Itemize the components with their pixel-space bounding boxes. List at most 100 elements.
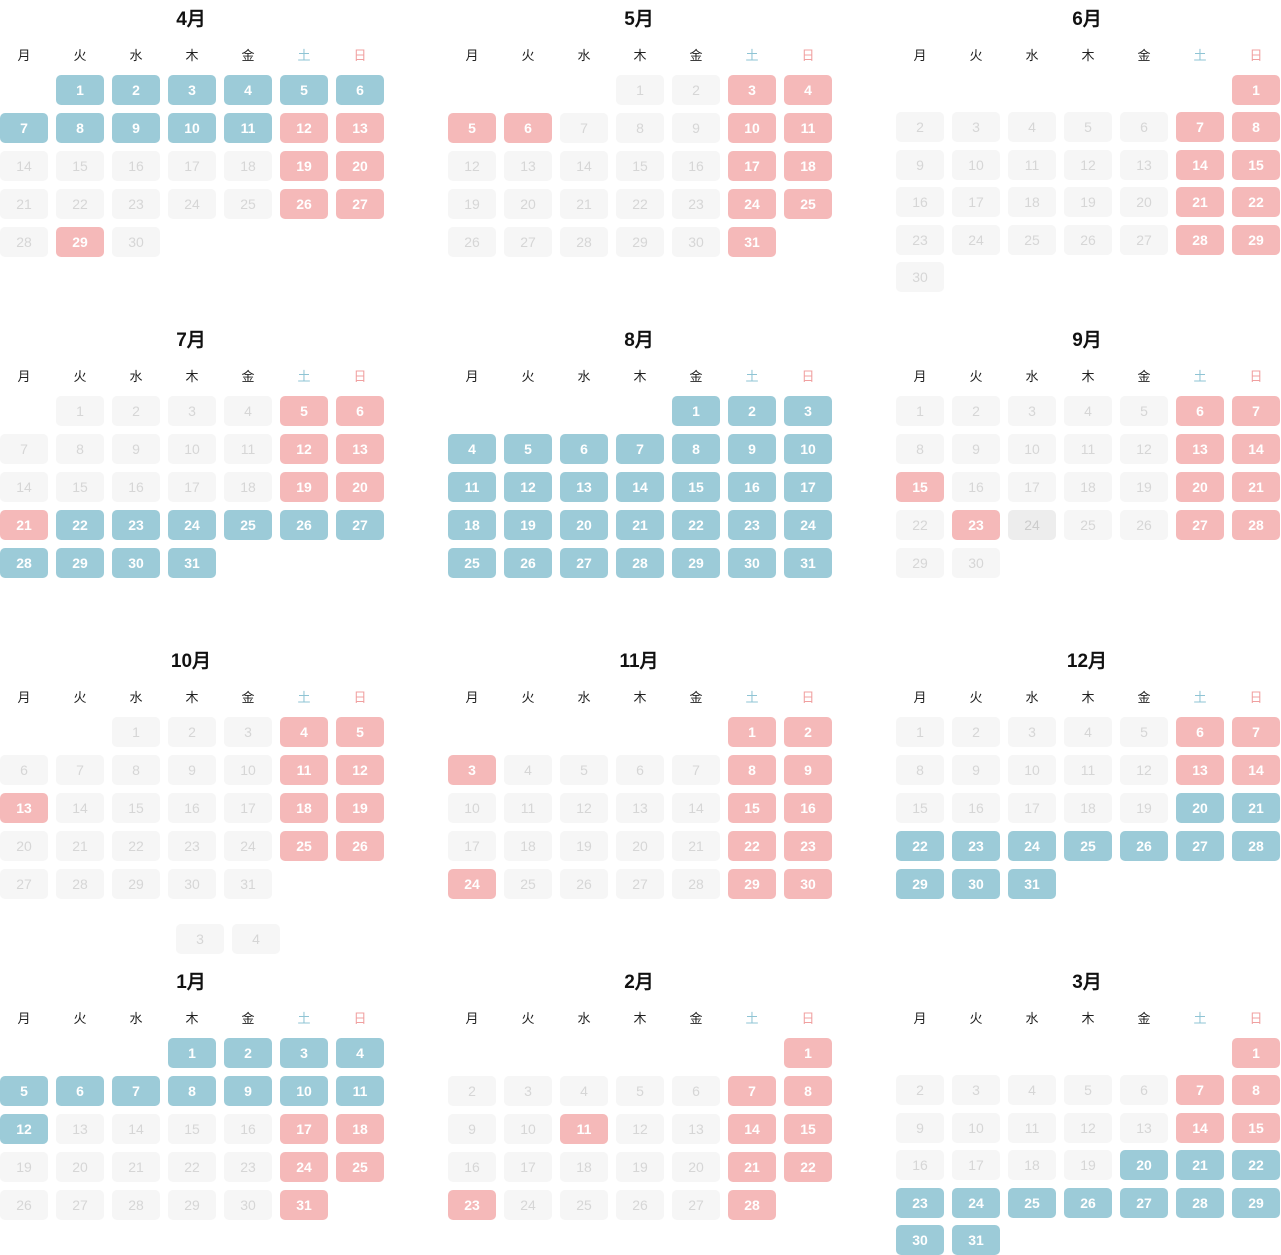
day-cell[interactable]: 15 (784, 1114, 832, 1144)
day-cell[interactable]: 26 (280, 510, 328, 540)
day-cell[interactable]: 13 (336, 434, 384, 464)
day-cell[interactable]: 5 (448, 113, 496, 143)
day-cell[interactable]: 6 (336, 396, 384, 426)
day-cell[interactable]: 20 (336, 472, 384, 502)
day-cell[interactable]: 23 (952, 831, 1000, 861)
day-cell[interactable]: 2 (672, 75, 720, 105)
day-cell[interactable]: 21 (0, 510, 48, 540)
day-cell[interactable]: 7 (0, 434, 48, 464)
day-cell[interactable]: 16 (896, 1150, 944, 1181)
day-cell[interactable]: 8 (56, 434, 104, 464)
day-cell[interactable]: 23 (168, 831, 216, 861)
day-cell[interactable]: 19 (280, 472, 328, 502)
day-cell[interactable]: 9 (728, 434, 776, 464)
day-cell[interactable]: 6 (1176, 396, 1224, 426)
day-cell[interactable]: 7 (56, 755, 104, 785)
day-cell[interactable]: 9 (896, 149, 944, 180)
day-cell[interactable]: 10 (952, 1112, 1000, 1143)
day-cell[interactable]: 24 (280, 1152, 328, 1182)
day-cell[interactable]: 21 (1176, 1150, 1224, 1181)
day-cell[interactable]: 25 (1008, 1187, 1056, 1218)
day-cell[interactable]: 6 (0, 755, 48, 785)
day-cell[interactable]: 17 (1008, 793, 1056, 823)
day-cell[interactable]: 12 (0, 1114, 48, 1144)
day-cell[interactable]: 3 (952, 1075, 1000, 1106)
day-cell[interactable]: 2 (784, 717, 832, 747)
day-cell[interactable]: 15 (672, 472, 720, 502)
day-cell[interactable]: 6 (560, 434, 608, 464)
day-cell[interactable]: 20 (1176, 793, 1224, 823)
day-cell[interactable]: 28 (1232, 510, 1280, 540)
day-cell[interactable]: 10 (448, 793, 496, 823)
day-cell[interactable]: 6 (616, 755, 664, 785)
day-cell[interactable]: 8 (1232, 1075, 1280, 1106)
day-cell[interactable]: 1 (56, 75, 104, 105)
day-cell[interactable]: 13 (336, 113, 384, 143)
day-cell[interactable]: 19 (1064, 187, 1112, 218)
day-cell[interactable]: 27 (1120, 224, 1168, 255)
day-cell[interactable]: 23 (728, 510, 776, 540)
day-cell[interactable]: 25 (560, 1190, 608, 1220)
day-cell[interactable]: 12 (280, 434, 328, 464)
day-cell[interactable]: 22 (616, 189, 664, 219)
day-cell[interactable]: 1 (784, 1038, 832, 1068)
day-cell[interactable]: 31 (728, 227, 776, 257)
day-cell[interactable]: 12 (616, 1114, 664, 1144)
day-cell[interactable]: 26 (616, 1190, 664, 1220)
day-cell[interactable]: 17 (280, 1114, 328, 1144)
day-cell[interactable]: 14 (1176, 149, 1224, 180)
day-cell[interactable]: 29 (168, 1190, 216, 1220)
day-cell[interactable]: 15 (112, 793, 160, 823)
day-cell[interactable]: 22 (784, 1152, 832, 1182)
day-cell[interactable]: 22 (1232, 187, 1280, 218)
day-cell[interactable]: 24 (168, 510, 216, 540)
day-cell[interactable]: 27 (1120, 1187, 1168, 1218)
day-cell[interactable]: 2 (952, 396, 1000, 426)
day-cell[interactable]: 30 (784, 869, 832, 899)
day-cell[interactable]: 28 (1176, 1187, 1224, 1218)
day-cell[interactable]: 9 (224, 1076, 272, 1106)
day-cell[interactable]: 2 (896, 112, 944, 143)
day-cell[interactable]: 30 (168, 869, 216, 899)
day-cell[interactable]: 26 (1064, 1187, 1112, 1218)
day-cell[interactable]: 9 (112, 434, 160, 464)
day-cell[interactable]: 10 (504, 1114, 552, 1144)
day-cell[interactable]: 28 (672, 869, 720, 899)
day-cell[interactable]: 29 (1232, 224, 1280, 255)
day-cell[interactable]: 27 (616, 869, 664, 899)
day-cell[interactable]: 8 (112, 755, 160, 785)
day-cell[interactable]: 15 (56, 151, 104, 181)
day-cell[interactable]: 4 (560, 1076, 608, 1106)
day-cell[interactable]: 21 (672, 831, 720, 861)
day-cell[interactable]: 25 (1064, 510, 1112, 540)
day-cell[interactable]: 23 (672, 189, 720, 219)
day-cell[interactable]: 16 (952, 472, 1000, 502)
day-cell[interactable]: 20 (1176, 472, 1224, 502)
day-cell[interactable]: 16 (672, 151, 720, 181)
day-cell[interactable]: 22 (56, 189, 104, 219)
day-cell[interactable]: 28 (616, 548, 664, 578)
day-cell[interactable]: 31 (168, 548, 216, 578)
day-cell[interactable]: 5 (0, 1076, 48, 1106)
day-cell[interactable]: 21 (560, 189, 608, 219)
day-cell[interactable]: 17 (504, 1152, 552, 1182)
day-cell[interactable]: 6 (672, 1076, 720, 1106)
day-cell[interactable]: 20 (1120, 1150, 1168, 1181)
day-cell[interactable]: 30 (112, 227, 160, 257)
day-cell[interactable]: 18 (1064, 472, 1112, 502)
day-cell[interactable]: 22 (1232, 1150, 1280, 1181)
day-cell[interactable]: 13 (1120, 149, 1168, 180)
day-cell[interactable]: 7 (1232, 717, 1280, 747)
day-cell[interactable]: 24 (1008, 831, 1056, 861)
day-cell[interactable]: 16 (224, 1114, 272, 1144)
day-cell[interactable]: 5 (280, 396, 328, 426)
day-cell[interactable]: 17 (168, 151, 216, 181)
day-cell[interactable]: 22 (168, 1152, 216, 1182)
day-cell[interactable]: 20 (336, 151, 384, 181)
day-cell[interactable]: 16 (112, 151, 160, 181)
day-cell[interactable]: 26 (560, 869, 608, 899)
day-cell[interactable]: 18 (560, 1152, 608, 1182)
day-cell[interactable]: 16 (896, 187, 944, 218)
day-cell[interactable]: 16 (784, 793, 832, 823)
day-cell[interactable]: 13 (1176, 755, 1224, 785)
